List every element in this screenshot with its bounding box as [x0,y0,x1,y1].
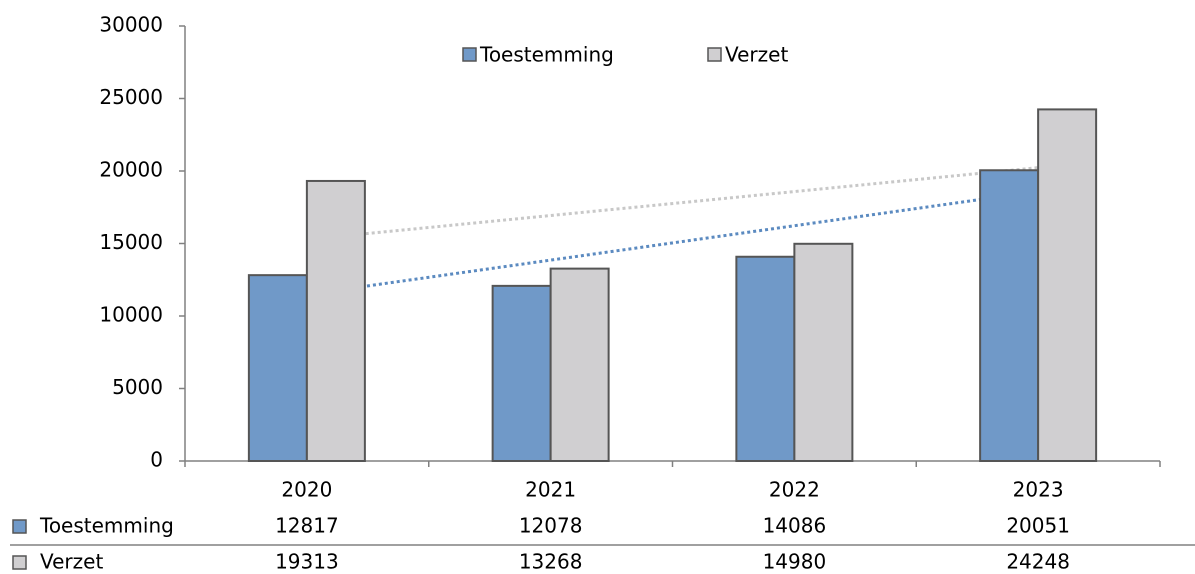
bar [1037,108,1098,463]
table-cell: 14086 [763,514,827,538]
y-tick-label: 20000 [99,158,163,182]
y-tick-label: 5000 [112,375,163,399]
legend-label: Toestemming [479,43,614,67]
bar [305,179,366,463]
table-legend-key [12,519,27,534]
table-cell: 12817 [275,514,339,538]
bar [491,284,552,462]
x-tick-label: 2022 [769,478,820,502]
table-cell: 13268 [519,550,583,574]
table-cell: 14980 [763,550,827,574]
y-tick-label: 15000 [99,230,163,254]
table-row-label: Toestemming [39,514,174,538]
x-tick-label: 2021 [525,478,576,502]
table-cell: 19313 [275,550,339,574]
y-tick-label: 30000 [99,13,163,37]
table-legend-key [12,555,27,570]
x-tick-label: 2023 [1013,478,1064,502]
y-tick-label: 25000 [99,85,163,109]
bar [793,242,854,462]
trendline [277,193,1010,301]
legend-label: Verzet [725,43,788,67]
table-row-label: Verzet [40,550,103,574]
table-cell: 20051 [1006,514,1070,538]
bar [735,255,796,462]
y-tick-label: 0 [150,448,163,472]
bar [247,274,308,462]
x-tick-label: 2020 [281,478,332,502]
bar [549,267,610,463]
table-cell: 24248 [1006,550,1070,574]
legend-key [462,47,477,62]
legend-key [707,47,722,62]
trendline [335,163,1068,239]
table-cell: 12078 [519,514,583,538]
y-tick-label: 10000 [99,303,163,327]
bar [979,169,1040,462]
